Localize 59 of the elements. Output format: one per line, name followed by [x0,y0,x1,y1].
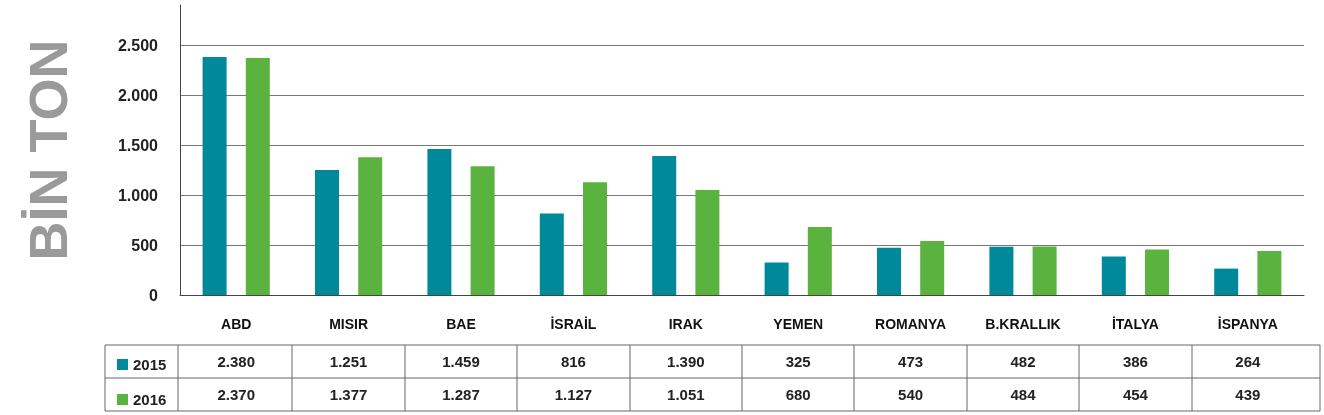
bar [1257,251,1282,295]
bar [989,246,1014,295]
data-label: 454 [1122,386,1149,403]
bar [202,57,227,295]
bar [1032,246,1057,295]
x-tick-label: YEMEN [773,316,824,332]
y-tick-label: 1.000 [117,186,159,204]
data-label: 540 [898,386,924,403]
data-label: 1.377 [329,386,368,403]
bar [652,156,677,295]
y-tick-label: 500 [131,236,159,254]
data-label: 482 [1010,353,1036,370]
y-tick-label: 2.000 [117,86,159,104]
bar [695,189,720,295]
bar [358,157,383,295]
bar [583,182,607,295]
data-label: 264 [1235,353,1261,370]
bar [427,149,452,295]
data-label: 1.127 [554,386,593,403]
data-label: 1.459 [442,353,480,370]
data-label: 439 [1235,386,1261,403]
data-label: 1.251 [329,353,368,370]
data-label: 386 [1122,353,1148,370]
bar [315,169,339,295]
x-tick-label: İSPANYA [1217,316,1278,332]
data-label: 816 [560,353,586,370]
x-tick-label: ABD [221,316,252,332]
x-tick-label: İSRAİL [550,316,597,332]
data-label: 1.051 [667,386,705,403]
bar [539,213,564,295]
bar [920,241,945,295]
y-tick-label: 2.500 [117,36,159,54]
y-tick-label: 1.500 [117,136,159,154]
data-label: 1.390 [667,353,705,370]
bar [1145,249,1169,295]
data-label: 680 [785,386,811,403]
data-label: 2.380 [217,353,255,370]
data-label: 1.287 [442,386,480,403]
data-label: 325 [785,353,811,370]
legend-label: 2016 [133,391,167,408]
bar [807,227,832,295]
x-tick-label: ROMANYA [875,316,947,332]
x-tick-label: MISIR [329,316,369,332]
data-label: 484 [1010,386,1037,403]
bar [877,247,901,295]
bar [245,58,270,295]
x-tick-label: İTALYA [1111,316,1159,332]
bar [1101,256,1126,295]
y-axis-title: BİN TON [18,39,78,261]
bar [1214,268,1239,295]
y-tick-label: 0 [149,286,159,304]
x-tick-label: BAE [446,316,476,332]
x-tick-label: B.KRALLIK [985,316,1061,332]
data-label: 473 [898,353,924,370]
legend-label: 2015 [133,356,167,373]
bar [470,166,495,295]
x-tick-label: IRAK [668,316,703,332]
bar [764,262,789,295]
data-label: 2.370 [217,386,255,403]
